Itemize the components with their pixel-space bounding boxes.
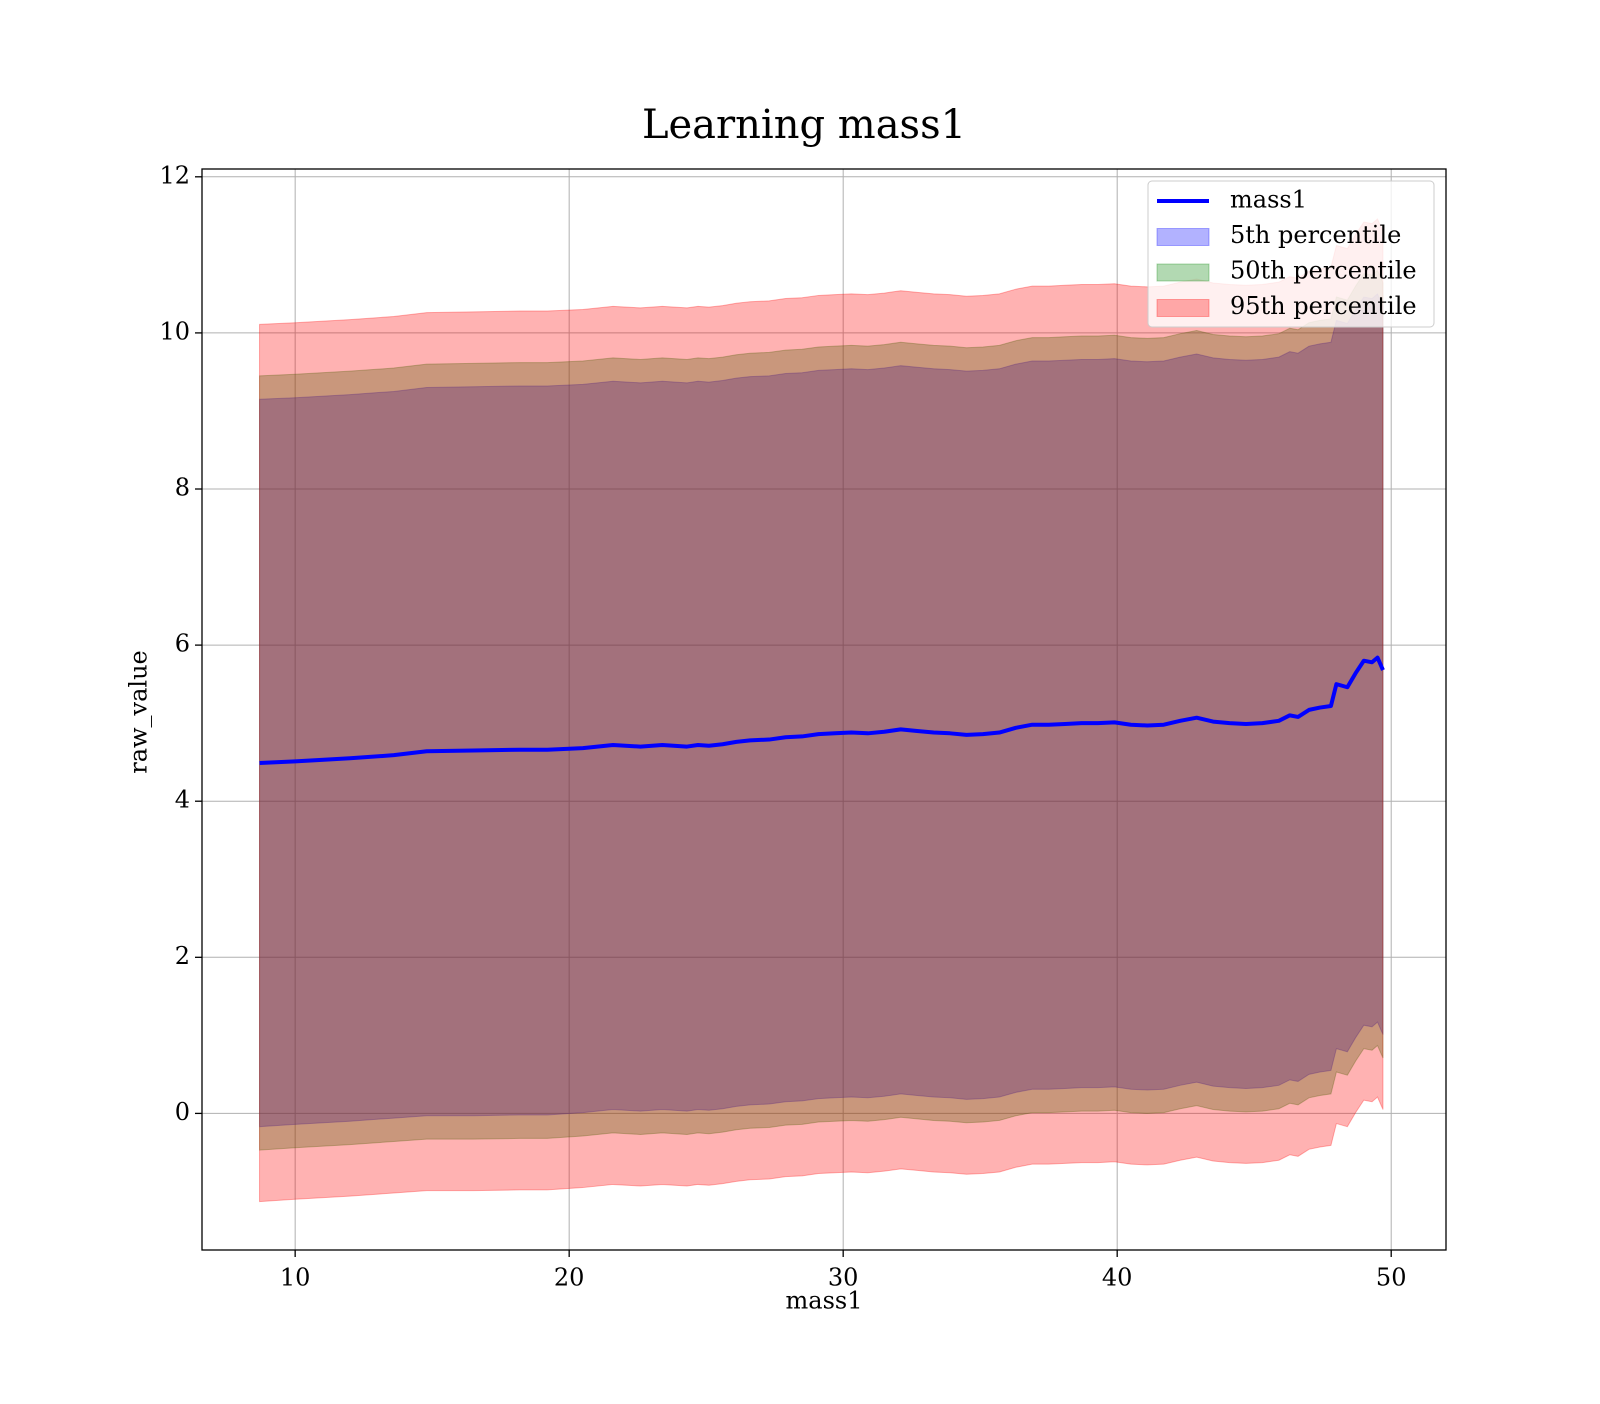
y-tick-label-10: 10	[159, 317, 190, 345]
grid-lines	[202, 169, 1446, 1250]
band-5th-percentile	[259, 293, 1384, 1128]
percentile-bands	[259, 218, 1384, 1203]
legend-label-95th-percentile: 95th percentile	[1230, 292, 1417, 320]
legend-label-5th-percentile: 5th percentile	[1230, 221, 1401, 249]
line-series	[259, 655, 1385, 765]
band-95th-percentile	[259, 218, 1384, 1203]
legend-label-mass1: mass1	[1230, 186, 1307, 214]
legend-label-50th-percentile: 50th percentile	[1230, 257, 1417, 285]
band-50th-percentile	[259, 269, 1384, 1151]
line-mass1	[259, 655, 1385, 765]
legend-swatch-95th-percentile	[1156, 299, 1210, 317]
x-tick-label-30: 30	[828, 1264, 859, 1292]
legend: mass1 5th percentile 50th percentile 95th p…	[1147, 180, 1435, 328]
legend-swatch-50th-percentile	[1156, 263, 1210, 282]
plot-background	[202, 169, 1446, 1250]
x-tick-label-40: 40	[1102, 1264, 1133, 1292]
y-tick-label-12: 12	[159, 161, 190, 189]
y-tick-label-0: 0	[175, 1098, 190, 1126]
x-tick-label-10: 10	[280, 1264, 311, 1292]
x-tick-label-50: 50	[1376, 1264, 1407, 1292]
x-axis-label: mass1	[786, 1287, 863, 1315]
chart-title: Learning mass1	[642, 102, 966, 148]
plot-area: 10 20 30 40 50 0 2 4 6 8 10 12	[159, 161, 1447, 1292]
axis-ticks: 10 20 30 40 50 0 2 4 6 8 10 12	[159, 161, 1406, 1291]
y-tick-label-4: 4	[175, 786, 190, 814]
y-tick-label-2: 2	[175, 942, 190, 970]
axes-frame	[201, 168, 1447, 1251]
y-tick-label-6: 6	[175, 630, 190, 658]
y-axis-label: raw_value	[125, 650, 153, 774]
y-tick-label-8: 8	[175, 474, 190, 502]
legend-swatch-5th-percentile	[1156, 228, 1210, 246]
x-tick-label-20: 20	[554, 1264, 585, 1292]
legend-box	[1147, 180, 1435, 328]
